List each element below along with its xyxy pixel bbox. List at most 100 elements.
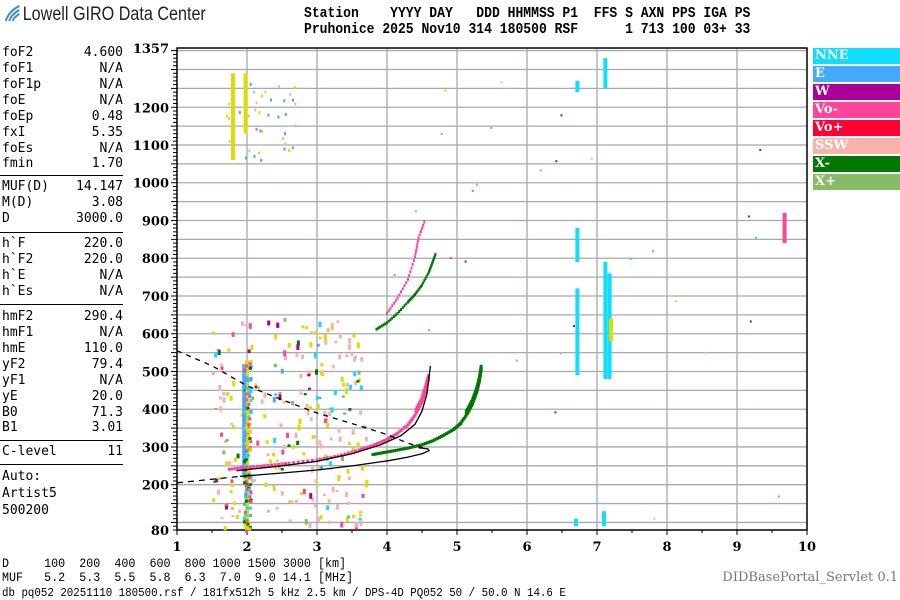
distance-row: D 100 200 400 600 800 1000 1500 3000 [km… (2, 556, 347, 571)
o-mode-echo (404, 424, 408, 428)
echo-noise-dot (245, 519, 249, 523)
x-mode-echo (398, 309, 401, 313)
o-mode-echo (405, 281, 408, 285)
echo-noise-dot (228, 102, 231, 106)
echo-noise-dot (245, 488, 249, 492)
echo-noise-dot (218, 477, 222, 481)
echo-noise-dot (277, 115, 280, 119)
echo-column (575, 228, 580, 263)
echo-noise-dot (249, 399, 253, 403)
echo-noise-dot (361, 493, 365, 498)
echo-noise-dot (323, 334, 327, 340)
o-mode-echo (326, 456, 329, 460)
echo-noise-dot (341, 395, 345, 398)
x-mode-echo (436, 436, 440, 440)
echo-noise-dot (230, 507, 234, 510)
echo-noise-dot (245, 482, 249, 486)
echo-noise-dot (347, 442, 351, 445)
echo-noise-dot (414, 210, 417, 213)
o-mode-echo (416, 242, 419, 246)
echo-noise-dot (560, 114, 563, 117)
x-mode-echo (404, 447, 408, 451)
o-mode-echo (422, 223, 425, 227)
echo-noise-dot (318, 336, 322, 340)
x-mode-echo (430, 264, 433, 268)
echo-noise-dot (249, 490, 253, 494)
echo-noise-dot (330, 322, 334, 328)
echo-noise-dot (292, 98, 295, 102)
param-value: N/A (99, 61, 123, 76)
param-label: h`E (2, 268, 26, 283)
o-mode-echo (354, 449, 357, 453)
echo-noise-dot (243, 481, 247, 485)
echo-noise-dot (248, 449, 252, 453)
o-mode-echo (228, 467, 231, 471)
x-mode-echo (371, 453, 375, 457)
o-mode-echo (387, 436, 391, 440)
echo-noise-dot (245, 529, 249, 533)
echo-noise-dot (330, 407, 334, 413)
o-mode-echo (411, 416, 415, 420)
o-mode-echo (292, 461, 296, 465)
echo-noise-dot (260, 94, 263, 98)
x-mode-echo (390, 449, 394, 453)
param-label: yF2 (2, 357, 26, 372)
echo-noise-dot (252, 90, 255, 94)
echo-noise-dot (264, 90, 267, 94)
y-tick-label: 1000 (133, 177, 169, 192)
x-mode-echo (433, 254, 436, 258)
echo-noise-dot (248, 114, 251, 118)
o-mode-echo (306, 459, 310, 463)
o-mode-echo (383, 438, 387, 442)
param-yf1: yF1 N/A (2, 373, 123, 388)
x-mode-echo (373, 452, 377, 456)
echo-noise-dot (230, 483, 234, 488)
x-mode-echo (387, 319, 390, 323)
echo-noise-dot (265, 440, 269, 445)
echo-noise-dot (314, 479, 318, 483)
param-label: h`Es (2, 284, 34, 299)
o-mode-echo (319, 457, 322, 461)
echo-noise-dot (244, 490, 248, 494)
echo-noise-dot (240, 321, 244, 326)
y-tick-label: 500 (142, 365, 169, 380)
o-mode-echo (408, 420, 412, 424)
o-mode-echo (397, 430, 401, 434)
x-mode-echo (420, 443, 424, 447)
echo-noise-dot (329, 407, 333, 410)
echo-noise-dot (365, 479, 369, 485)
echo-noise-dot (338, 436, 342, 442)
echo-noise-dot (329, 437, 333, 441)
x-mode-echo (479, 364, 483, 372)
x-mode-echo (380, 451, 384, 455)
x-tick-label: 7 (592, 540, 601, 555)
echo-noise-dot (287, 444, 291, 448)
legend-item-w: W (813, 84, 900, 100)
echo-noise-dot (346, 469, 350, 474)
echo-noise-dot (244, 513, 248, 517)
echo-noise-dot (248, 521, 252, 525)
echo-noise-dot (364, 482, 368, 488)
legend-item-e: E (813, 66, 900, 82)
x-mode-echo (429, 265, 432, 269)
echo-noise-dot (345, 491, 349, 498)
echo-noise-dot (250, 344, 254, 351)
echo-noise-dot (309, 406, 313, 411)
echo-noise-dot (224, 505, 228, 510)
model-virtual-height-curve (236, 365, 432, 472)
echo-noise-dot (347, 501, 351, 505)
o-mode-echo (415, 245, 418, 249)
echo-noise-dot (248, 445, 252, 449)
echo-noise-dot (305, 326, 309, 330)
echo-noise-dot (247, 392, 251, 396)
o-mode-echo (419, 230, 422, 234)
echo-noise-dot (301, 325, 305, 329)
echo-noise-dot (291, 146, 294, 150)
echo-noise-dot (471, 189, 474, 192)
echo-noise-dot (344, 388, 348, 395)
param-foe: foE N/A (2, 93, 123, 108)
echo-noise-dot (227, 461, 231, 467)
echo-noise-dot (253, 479, 257, 482)
echo-noise-dot (475, 183, 478, 186)
echo-noise-dot (326, 327, 330, 333)
